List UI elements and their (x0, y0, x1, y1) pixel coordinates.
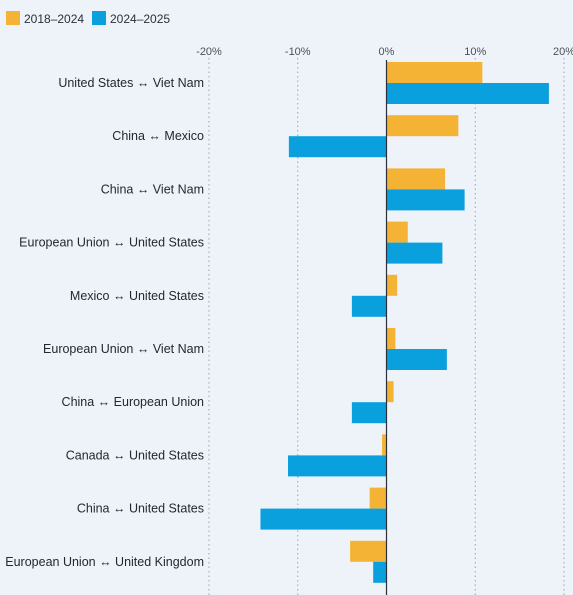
bar-1-6 (386, 328, 396, 349)
bar-1-2 (386, 115, 459, 137)
category-label: China ↔ Mexico (112, 129, 204, 143)
x-axis-tick-labels: -20% -10% 0% 10% 20% (196, 46, 573, 58)
category-label: China ↔ Viet Nam (101, 182, 204, 196)
bar-2-1 (386, 83, 549, 104)
bars (260, 62, 549, 583)
bar-1-5 (386, 274, 398, 296)
bar-1-4 (386, 221, 408, 243)
bar-2-5 (351, 295, 387, 317)
legend-label-2: 2024–2025 (110, 12, 170, 26)
category-label: Mexico ↔ United States (70, 289, 204, 303)
bar-1-7 (386, 381, 394, 403)
bar-1-10 (350, 540, 387, 562)
category-label: United States ↔ Viet Nam (58, 76, 204, 90)
bar-1-1 (386, 62, 483, 83)
category-label: European Union ↔ United Kingdom (5, 555, 204, 569)
bar-2-6 (386, 349, 447, 370)
legend-swatch-2 (92, 11, 106, 25)
bar-1-3 (386, 168, 446, 190)
bar-1-9 (369, 487, 387, 509)
x-tick-label: -10% (285, 46, 311, 58)
bar-2-9 (260, 508, 387, 530)
bar-2-2 (288, 136, 387, 158)
x-tick-label: 20% (553, 46, 573, 58)
category-label: Canada ↔ United States (66, 448, 204, 462)
bar-2-8 (287, 455, 387, 477)
category-label: European Union ↔ Viet Nam (43, 342, 204, 356)
bar-2-7 (351, 402, 387, 424)
legend: 2018–2024 2024–2025 (6, 11, 170, 26)
bar-2-3 (386, 189, 465, 211)
legend-label-1: 2018–2024 (24, 12, 84, 26)
category-label: China ↔ European Union (62, 395, 204, 409)
x-tick-label: -20% (196, 46, 222, 58)
category-labels: United States ↔ Viet Nam China ↔ Mexico Ch… (5, 76, 204, 569)
bar-2-10 (373, 561, 387, 583)
x-tick-label: 0% (379, 46, 395, 58)
bar-2-4 (386, 242, 443, 264)
x-tick-label: 10% (464, 46, 486, 58)
legend-swatch-1 (6, 11, 20, 25)
category-label: European Union ↔ United States (19, 236, 204, 250)
category-label: China ↔ United States (77, 502, 204, 516)
bar-1-8 (382, 434, 387, 456)
